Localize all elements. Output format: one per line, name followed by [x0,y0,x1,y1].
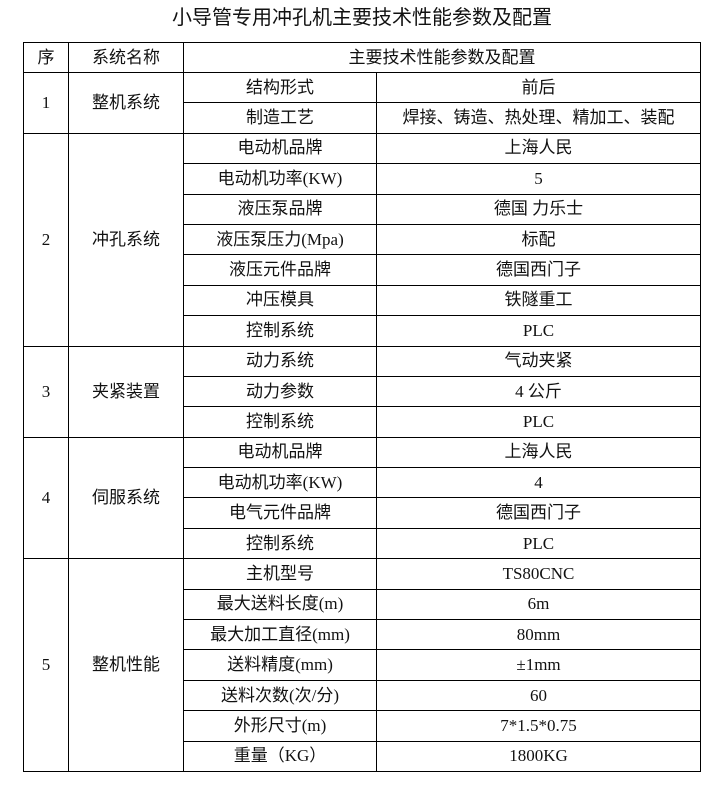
table-row: 控制系统 PLC [24,315,701,347]
table-row: 液压泵品牌 德国 力乐士 [24,193,701,225]
param-name: 电动机品牌 [183,132,377,165]
table-row: 控制系统 PLC [24,406,701,438]
param-value: 6m [376,588,701,621]
group-system-name: 伺服系统 [68,436,184,560]
param-name: 液压泵压力(Mpa) [183,223,377,256]
group-index: 3 [23,345,69,438]
param-name: 重量（KG） [183,740,377,772]
table-row: 送料次数(次/分) 60 [24,679,701,712]
param-value: ±1mm [376,649,701,681]
param-name: 液压泵品牌 [183,193,377,225]
table-row: 5 整机性能 主机型号 TS80CNC [23,558,701,772]
table-row: 电气元件品牌 德国西门子 [24,497,701,529]
param-name: 液压元件品牌 [183,254,377,286]
table-row: 最大送料长度(m) 6m [24,588,701,621]
param-value: PLC [376,315,701,347]
group-system-name: 冲孔系统 [68,132,184,347]
document-title: 小导管专用冲孔机主要技术性能参数及配置 [172,7,552,29]
param-name: 动力参数 [183,375,377,408]
table-row: 2 冲孔系统 电动机品牌 上海人民 [23,132,701,347]
param-name: 电动机功率(KW) [183,163,377,195]
param-name: 结构形式 [183,71,377,104]
group-index: 2 [23,132,69,347]
param-value: 气动夹紧 [376,345,701,377]
table-row: 控制系统 PLC [24,527,701,560]
group-index: 1 [23,72,69,134]
param-value: PLC [376,527,701,560]
table-row: 制造工艺 焊接、铸造、热处理、精加工、装配 [24,102,701,134]
group-index: 4 [23,436,69,560]
table-row: 送料精度(mm) ±1mm [24,649,701,681]
header-system: 系统名称 [68,42,184,73]
header-params: 主要技术性能参数及配置 [183,42,701,73]
spec-table: 序 系统名称 主要技术性能参数及配置 1 整机系统 结构形式 前后 制造工艺 焊接、铸造、… [23,42,701,772]
param-value: 60 [376,679,701,712]
param-value: 德国西门子 [376,254,701,286]
header-row: 序 系统名称 主要技术性能参数及配置 [23,42,701,73]
table-row: 液压泵压力(Mpa) 标配 [24,223,701,256]
table-row: 外形尺寸(m) 7*1.5*0.75 [24,710,701,742]
param-name: 最大送料长度(m) [183,588,377,621]
param-value: 上海人民 [376,436,701,469]
table-row: 电动机功率(KW) 4 [24,467,701,499]
table-row: 4 伺服系统 电动机品牌 上海人民 [23,436,701,560]
param-value: 德国西门子 [376,497,701,529]
param-name: 控制系统 [183,527,377,560]
param-name: 电动机功率(KW) [183,467,377,499]
group-system-name: 整机性能 [68,558,184,772]
param-name: 控制系统 [183,315,377,347]
group-system-name: 夹紧装置 [68,345,184,438]
param-value: 4 公斤 [376,375,701,408]
param-value: 德国 力乐士 [376,193,701,225]
param-name: 冲压模具 [183,284,377,317]
param-name: 电气元件品牌 [183,497,377,529]
param-value: 前后 [376,71,701,104]
param-name: 送料次数(次/分) [183,679,377,712]
param-value: TS80CNC [376,558,701,590]
param-value: 5 [376,163,701,195]
param-name: 制造工艺 [183,102,377,134]
param-value: 上海人民 [376,132,701,165]
table-row: 重量（KG） 1800KG [24,740,701,772]
header-index: 序 [23,42,69,73]
param-value: 标配 [376,223,701,256]
param-name: 控制系统 [183,406,377,438]
table-row: 液压元件品牌 德国西门子 [24,254,701,286]
group-system-name: 整机系统 [68,72,184,134]
table-row: 3 夹紧装置 动力系统 气动夹紧 [23,345,701,438]
param-value: 4 [376,467,701,499]
param-value: 7*1.5*0.75 [376,710,701,742]
table-row: 最大加工直径(mm) 80mm [24,619,701,651]
param-name: 动力系统 [183,345,377,377]
param-value: 焊接、铸造、热处理、精加工、装配 [376,102,701,134]
param-name: 电动机品牌 [183,436,377,469]
param-name: 送料精度(mm) [183,649,377,681]
param-value: PLC [376,406,701,438]
param-name: 主机型号 [183,558,377,590]
table-row: 电动机功率(KW) 5 [24,163,701,195]
param-value: 80mm [376,619,701,651]
param-name: 最大加工直径(mm) [183,619,377,651]
group-index: 5 [23,558,69,772]
table-row: 冲压模具 铁隧重工 [24,284,701,317]
param-name: 外形尺寸(m) [183,710,377,742]
param-value: 1800KG [376,740,701,772]
param-value: 铁隧重工 [376,284,701,317]
table-row: 1 整机系统 结构形式 前后 [23,71,701,134]
